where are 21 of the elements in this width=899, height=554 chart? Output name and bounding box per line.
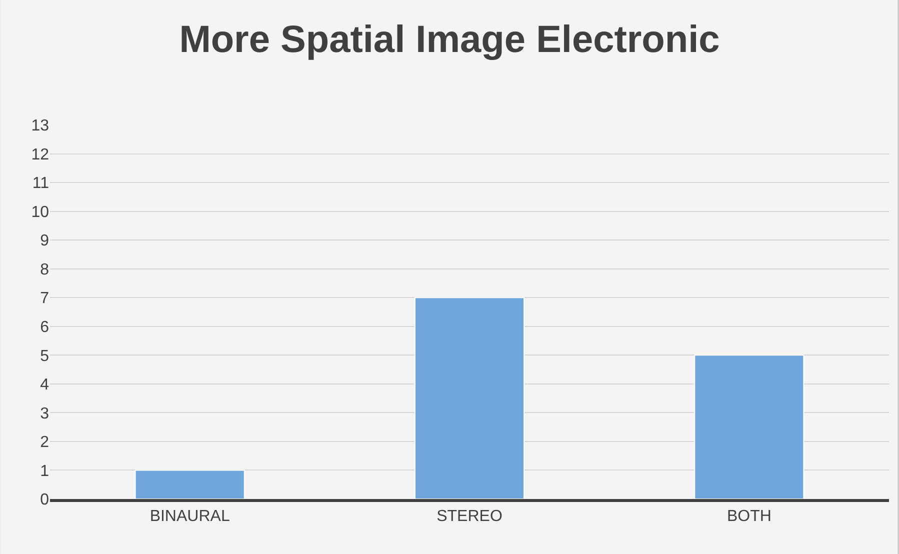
x-tick-label: STEREO	[436, 508, 502, 526]
y-tick-label: 8	[40, 261, 50, 278]
y-tick-label: 5	[40, 348, 50, 365]
x-tick-label: BOTH	[726, 508, 772, 526]
y-tick-label: 10	[31, 204, 50, 221]
bar	[414, 297, 525, 499]
y-tick-label: 3	[40, 405, 50, 422]
x-tick-label: BINAURAL	[150, 508, 230, 526]
bar	[694, 354, 804, 499]
y-tick-label: 1	[40, 462, 50, 480]
y-tick-label: 11	[32, 175, 50, 192]
y-tick-label: 0	[40, 492, 50, 509]
bar	[134, 470, 245, 499]
y-tick-label: 12	[31, 146, 50, 164]
y-tick-label: 2	[40, 434, 50, 452]
chart-title: More Spatial Image Electronic	[179, 19, 720, 62]
y-tick-label: 7	[40, 290, 50, 308]
y-tick-label: 13	[31, 118, 50, 135]
y-tick-label: 9	[40, 232, 50, 250]
y-tick-label: 4	[40, 376, 50, 394]
y-tick-label: 6	[40, 318, 50, 336]
